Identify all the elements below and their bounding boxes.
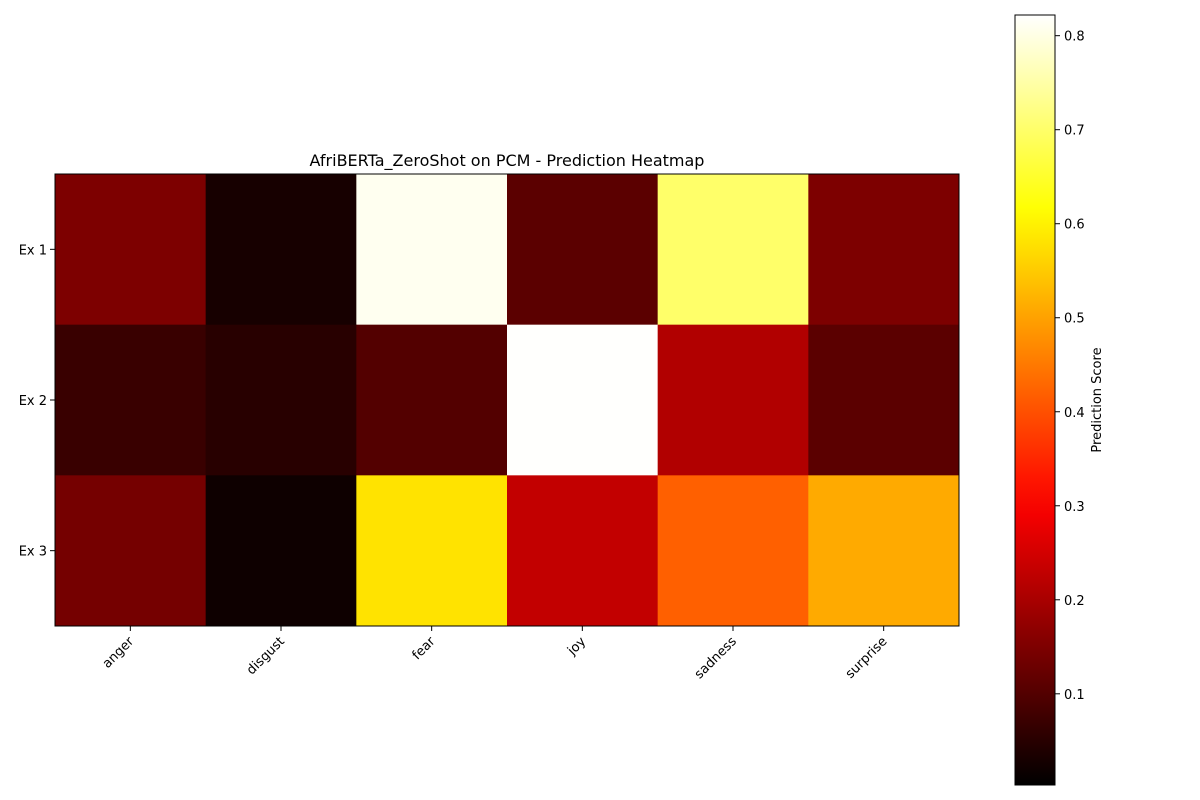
heatmap-cell-ex2-disgust	[205, 324, 357, 476]
x-tick-label-surprise: surprise	[843, 634, 891, 682]
colorbar-gradient	[1015, 15, 1055, 785]
heatmap-cells	[55, 174, 960, 627]
colorbar-tick-label: 0.2	[1064, 594, 1085, 609]
colorbar-tick-label: 0.4	[1064, 406, 1085, 421]
heatmap-cell-ex1-sadness	[657, 174, 809, 326]
heatmap-cell-ex3-anger	[55, 475, 207, 627]
chart-title: AfriBERTa_ZeroShot on PCM - Prediction H…	[310, 151, 705, 171]
y-tick-label-ex3: Ex 3	[19, 545, 47, 560]
heatmap-cell-ex2-sadness	[657, 324, 809, 476]
y-axis-ticks: Ex 1 Ex 2 Ex 3	[19, 243, 55, 560]
colorbar-tick-label: 0.1	[1064, 688, 1085, 703]
y-tick-label-ex2: Ex 2	[19, 394, 47, 409]
colorbar-tick-label: 0.8	[1064, 30, 1085, 45]
heatmap-cell-ex2-surprise	[808, 324, 960, 476]
x-tick-label-sadness: sadness	[692, 634, 740, 682]
heatmap-cell-ex2-anger	[55, 324, 207, 476]
x-tick-label-disgust: disgust	[244, 634, 288, 678]
colorbar: 0.1 0.2 0.3 0.4 0.5 0.6 0.7 0.8 Prediction Scor…	[1014, 14, 1105, 786]
colorbar-tick-label: 0.7	[1064, 124, 1085, 139]
colorbar-label: Prediction Score	[1090, 347, 1105, 452]
colorbar-frame	[1014, 14, 1056, 786]
x-tick-label-joy: joy	[564, 634, 589, 659]
heatmap-cell-ex1-disgust	[205, 174, 357, 326]
heatmap-cell-ex1-anger	[55, 174, 207, 326]
heatmap-cell-ex1-fear	[356, 174, 508, 326]
heatmap-cell-ex3-disgust	[205, 475, 357, 627]
heatmap-cell-ex1-surprise	[808, 174, 960, 326]
x-tick-label-anger: anger	[100, 634, 138, 672]
x-tick-label-fear: fear	[410, 634, 439, 663]
heatmap-cell-ex1-joy	[507, 174, 659, 326]
colorbar-tick-label: 0.5	[1064, 312, 1085, 327]
colorbar-ticks: 0.1 0.2 0.3 0.4 0.5 0.6 0.7 0.8	[1055, 30, 1085, 703]
heatmap-cell-ex3-sadness	[657, 475, 809, 627]
colorbar-tick-label: 0.6	[1064, 218, 1085, 233]
colorbar-tick-label: 0.3	[1064, 500, 1085, 515]
heatmap-cell-ex2-joy	[507, 324, 659, 476]
x-axis-ticks: anger disgust fear joy sadness surprise	[100, 626, 891, 682]
y-tick-label-ex1: Ex 1	[19, 243, 47, 258]
heatmap-cell-ex2-fear	[356, 324, 508, 476]
heatmap-cell-ex3-joy	[507, 475, 659, 627]
heatmap-cell-ex3-surprise	[808, 475, 960, 627]
heatmap-cell-ex3-fear	[356, 475, 508, 627]
